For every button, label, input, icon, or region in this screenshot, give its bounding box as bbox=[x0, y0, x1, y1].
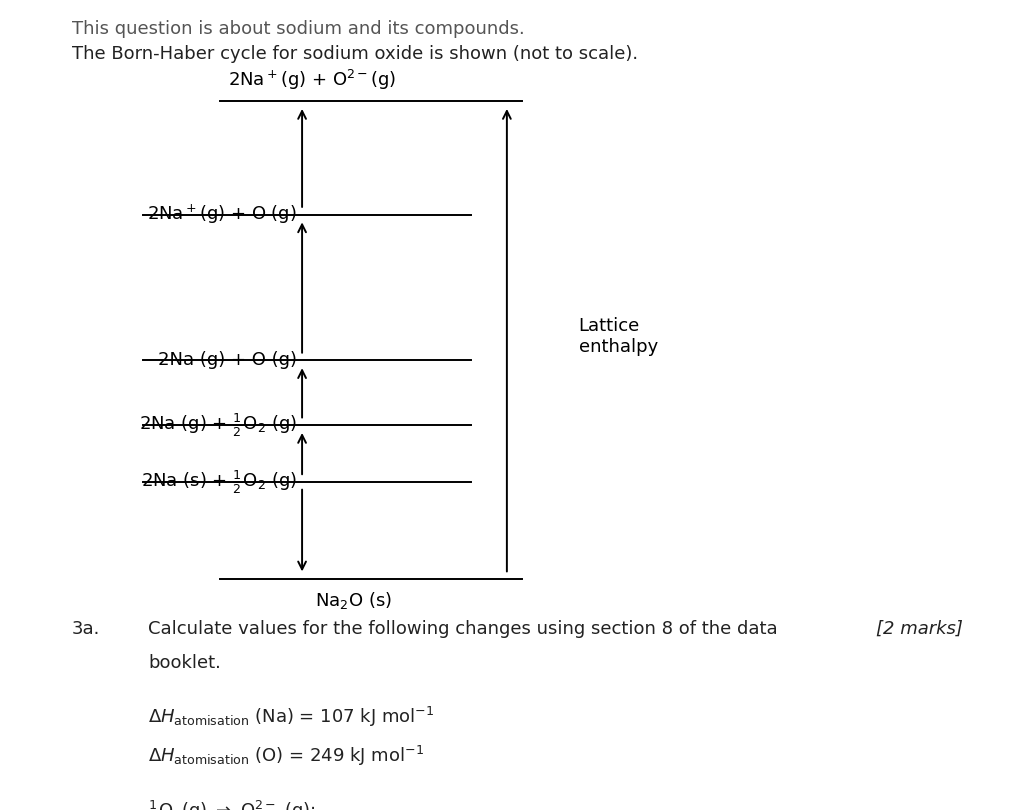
Text: 2Na (g) + O (g): 2Na (g) + O (g) bbox=[158, 352, 297, 369]
Text: This question is about sodium and its compounds.: This question is about sodium and its co… bbox=[72, 20, 524, 38]
Text: Na$_2$O (s): Na$_2$O (s) bbox=[314, 590, 392, 611]
Text: [2 marks]: [2 marks] bbox=[876, 620, 963, 637]
Text: $\Delta H_{\mathrm{atomisation}}$ (Na) = 107 kJ mol$^{-1}$: $\Delta H_{\mathrm{atomisation}}$ (Na) =… bbox=[148, 705, 435, 729]
Text: $\Delta H_{\mathrm{atomisation}}$ (O) = 249 kJ mol$^{-1}$: $\Delta H_{\mathrm{atomisation}}$ (O) = … bbox=[148, 744, 425, 768]
Text: 2Na (s) + $\frac{1}{2}$O$_2$ (g): 2Na (s) + $\frac{1}{2}$O$_2$ (g) bbox=[140, 468, 297, 496]
Text: 2Na (g) + $\frac{1}{2}$O$_2$ (g): 2Na (g) + $\frac{1}{2}$O$_2$ (g) bbox=[138, 411, 297, 439]
Text: 2Na$^+$(g) + O (g): 2Na$^+$(g) + O (g) bbox=[147, 203, 297, 226]
Text: Calculate values for the following changes using section 8 of the data: Calculate values for the following chang… bbox=[148, 620, 778, 637]
Text: The Born-Haber cycle for sodium oxide is shown (not to scale).: The Born-Haber cycle for sodium oxide is… bbox=[72, 45, 638, 62]
Text: 2Na$^+$(g) + O$^{2-}$(g): 2Na$^+$(g) + O$^{2-}$(g) bbox=[228, 67, 396, 92]
Text: Lattice
enthalpy: Lattice enthalpy bbox=[579, 317, 657, 356]
Text: $\frac{1}{2}$O$_2$(g) $\rightarrow$ O$^{2-}$ (g):: $\frac{1}{2}$O$_2$(g) $\rightarrow$ O$^{… bbox=[148, 798, 316, 810]
Text: 3a.: 3a. bbox=[72, 620, 100, 637]
Text: booklet.: booklet. bbox=[148, 654, 221, 671]
